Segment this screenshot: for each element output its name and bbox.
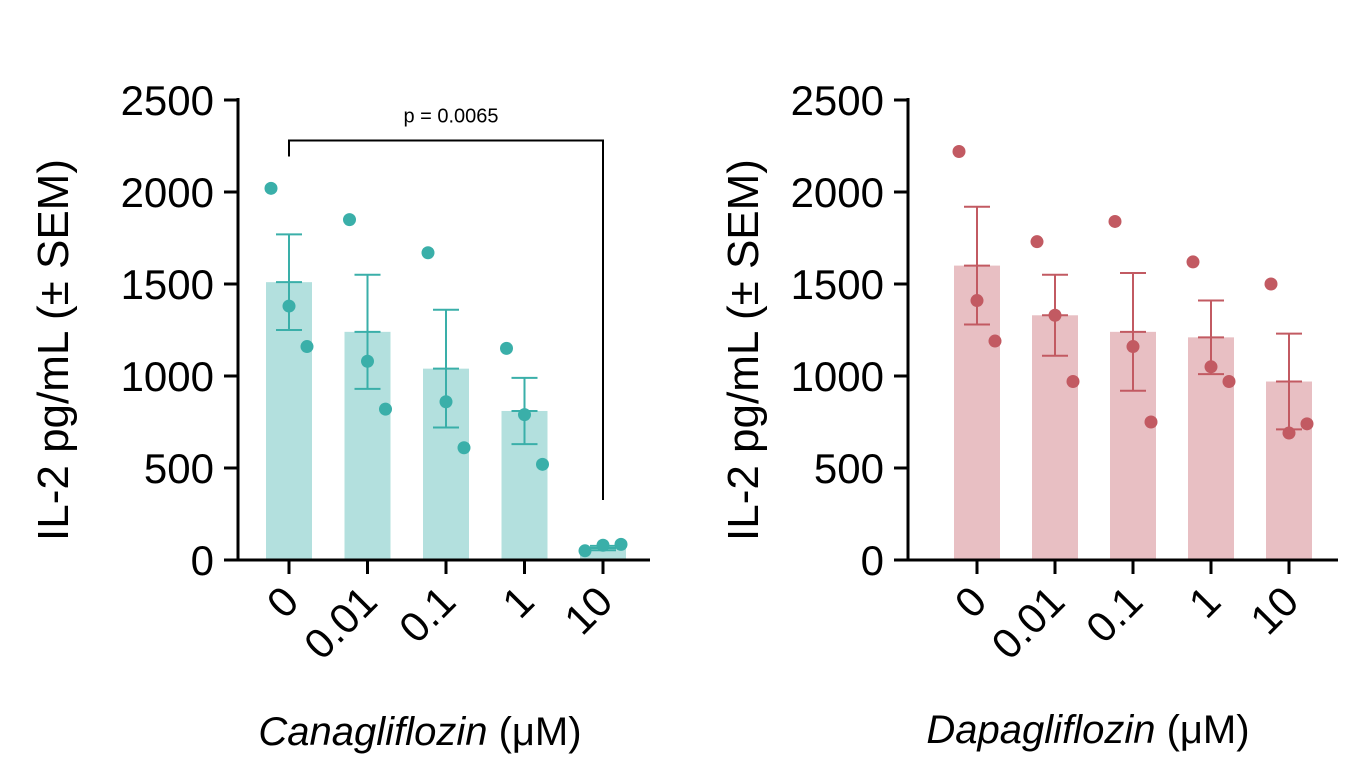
- data-point: [439, 395, 453, 409]
- x-tick-label: 10: [555, 577, 621, 643]
- data-point: [1282, 426, 1296, 440]
- data-point: [361, 354, 374, 368]
- data-point: [1300, 417, 1314, 431]
- y-tick-label: 1500: [121, 261, 214, 308]
- x-axis-title-unit: (μM): [1155, 708, 1249, 752]
- data-point: [1264, 277, 1278, 291]
- data-point: [1144, 415, 1158, 429]
- data-point: [1186, 255, 1200, 269]
- y-tick-label: 1000: [121, 353, 214, 400]
- data-point: [988, 334, 1002, 348]
- data-point: [1126, 340, 1140, 354]
- x-tick-label: 0.1: [390, 577, 465, 652]
- x-axis-title-drug: Dapagliflozin: [926, 708, 1155, 752]
- x-tick-label: 0: [258, 577, 308, 627]
- y-tick-label: 0: [861, 537, 884, 584]
- data-point: [282, 299, 296, 313]
- data-point: [1222, 375, 1236, 389]
- data-point: [1204, 360, 1218, 374]
- data-point: [1030, 235, 1044, 249]
- x-tick-label: 0.1: [1077, 577, 1152, 652]
- bar: [580, 548, 626, 560]
- data-point: [578, 544, 592, 558]
- data-point: [952, 145, 966, 159]
- x-tick-label: 10: [1241, 577, 1307, 643]
- data-point: [1048, 308, 1062, 322]
- x-axis-title: Canagliflozin (μM): [258, 710, 581, 754]
- significance-bracket: [288, 139, 604, 500]
- data-point: [379, 402, 392, 416]
- x-tick-label: 0.01: [982, 577, 1073, 668]
- y-axis-title: IL-2 pg/mL (± SEM): [719, 159, 768, 541]
- significance-label: p = 0.0065: [403, 105, 498, 127]
- data-point: [457, 441, 471, 455]
- y-tick-label: 2000: [791, 169, 884, 216]
- y-tick-label: 500: [814, 445, 884, 492]
- x-tick-label: 1: [1180, 577, 1230, 627]
- data-point: [421, 246, 435, 260]
- x-axis-title: Dapagliflozin (μM): [926, 708, 1249, 752]
- data-point: [1066, 375, 1080, 389]
- x-tick-label: 0: [946, 577, 996, 627]
- data-point: [1108, 214, 1122, 228]
- x-tick-label: 0.01: [295, 577, 386, 668]
- y-tick-label: 0: [191, 537, 214, 584]
- data-point: [518, 408, 531, 422]
- y-tick-label: 2500: [791, 77, 884, 124]
- data-point: [343, 213, 356, 227]
- y-tick-label: 2500: [121, 77, 214, 124]
- data-point: [264, 181, 278, 195]
- y-tick-label: 500: [144, 445, 214, 492]
- data-point: [614, 537, 628, 551]
- x-axis-title-drug: Canagliflozin: [258, 710, 487, 754]
- x-tick-label: 1: [493, 577, 543, 627]
- data-point: [500, 341, 513, 355]
- y-tick-label: 1500: [791, 261, 884, 308]
- x-axis-title-unit: (μM): [487, 710, 581, 754]
- y-axis-title: IL-2 pg/mL (± SEM): [29, 159, 78, 541]
- data-point: [300, 340, 314, 354]
- y-tick-label: 1000: [791, 353, 884, 400]
- data-point: [970, 294, 984, 308]
- y-tick-label: 2000: [121, 169, 214, 216]
- data-point: [596, 538, 610, 552]
- data-point: [536, 457, 549, 471]
